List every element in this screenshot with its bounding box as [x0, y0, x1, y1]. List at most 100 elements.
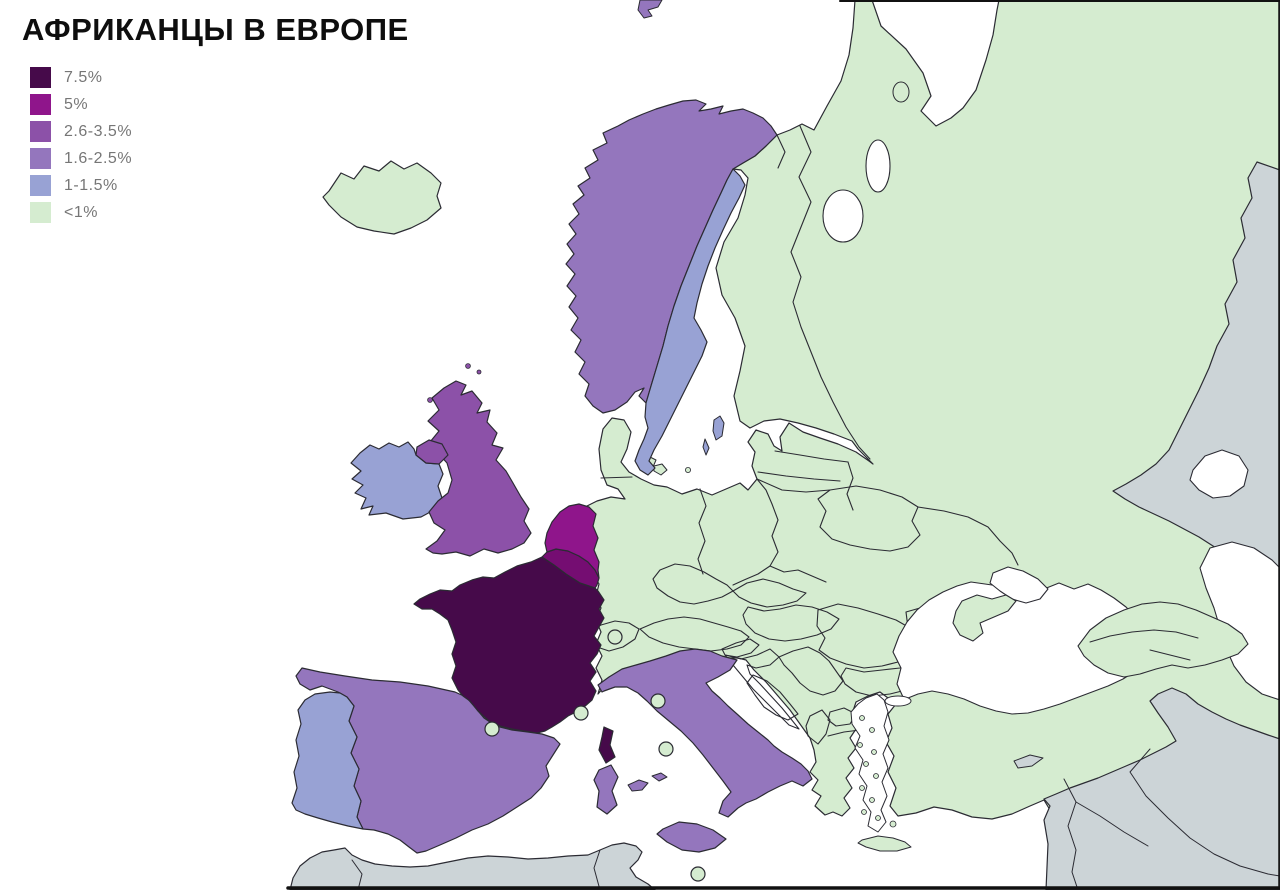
- border-jordan: [1075, 801, 1149, 847]
- island-sicily: [656, 821, 727, 853]
- country-netherlands: [544, 503, 600, 579]
- border-finland-russia: [790, 125, 871, 460]
- country-ireland: [350, 441, 444, 520]
- legend-label: 5%: [64, 95, 89, 113]
- legend-swatch-5: [30, 94, 51, 115]
- white-sea-island: [892, 81, 910, 103]
- aegean-islands: [857, 715, 897, 828]
- country-great-britain: [425, 380, 532, 557]
- page-title: АФРИКАНЦЫ В ЕВРОПЕ: [22, 12, 409, 47]
- border-greece-north: [827, 729, 861, 737]
- legend-swatch-7-5: [30, 67, 51, 88]
- legend-swatch-1-6-2-5: [30, 148, 51, 169]
- island-gotland: [712, 415, 725, 441]
- norway-arctic-island: [637, 0, 663, 19]
- border-algeria-tunisia: [593, 849, 601, 890]
- legend-label: <1%: [64, 203, 98, 221]
- country-iceland: [322, 160, 442, 235]
- aegean-sea: [850, 693, 890, 833]
- border-ukraine-russia: [917, 506, 1019, 566]
- legend-item: <1%: [30, 199, 132, 226]
- map-frame: [286, 0, 1280, 890]
- legend-item: 2.6-3.5%: [30, 118, 132, 145]
- microstates: [484, 629, 706, 882]
- microstate-san-marino: [650, 693, 666, 709]
- border-germany-poland: [697, 488, 707, 575]
- caucasus-borders: [1089, 629, 1199, 661]
- lake-onega: [865, 139, 891, 193]
- map-layers: [286, 0, 1280, 890]
- border-poland-east: [732, 478, 779, 586]
- island-mallorca: [627, 779, 649, 792]
- legend-swatch-2-6-3-5: [30, 121, 51, 142]
- border-lithuania-south: [756, 478, 831, 493]
- africa-borders: [351, 849, 601, 890]
- border-slovakia: [732, 578, 807, 608]
- border-iraq: [1129, 748, 1280, 877]
- island-corsica: [598, 726, 616, 764]
- legend-label: 1.6-2.5%: [64, 149, 133, 167]
- border-baltics-russia: [846, 461, 854, 511]
- legend-label: 7.5%: [64, 68, 103, 86]
- border-armenia-azerbaijan: [1149, 649, 1191, 661]
- country-italy: [597, 648, 813, 818]
- country-northern-ireland: [415, 439, 449, 465]
- border-denmark-germany: [600, 476, 633, 479]
- border-georgia: [1089, 629, 1199, 643]
- border-albania: [805, 709, 831, 745]
- border-morocco-algeria: [351, 859, 363, 890]
- border-czechia: [652, 563, 734, 605]
- border-norway-russia: [776, 134, 786, 169]
- island-menorca: [651, 772, 668, 782]
- legend-label: 2.6-3.5%: [64, 122, 133, 140]
- sea-of-azov: [989, 566, 1049, 604]
- border-estonia-latvia: [774, 450, 849, 463]
- sea-of-marmara: [884, 695, 912, 707]
- caspian-sea: [1199, 541, 1280, 701]
- lake-ladoga: [822, 189, 864, 243]
- island-oland: [702, 438, 710, 456]
- island-orkney: [465, 363, 471, 369]
- region-north-africa: [289, 842, 656, 890]
- legend-item: 1.6-2.5%: [30, 145, 132, 172]
- legend-swatch-1-1-5: [30, 175, 51, 196]
- border-macedonia: [827, 707, 857, 727]
- country-france: [413, 556, 605, 734]
- island-bornholm: [685, 466, 692, 473]
- middle-east-borders: [1063, 748, 1280, 890]
- island-hebrides: [427, 397, 433, 403]
- region-crete: [857, 835, 912, 852]
- border-croatia: [724, 648, 800, 730]
- microstate-vatican: [658, 741, 674, 757]
- country-sweden: [634, 168, 746, 476]
- internal-borders: [586, 125, 1019, 745]
- border-serbia: [778, 646, 844, 696]
- legend-item: 1-1.5%: [30, 172, 132, 199]
- microstate-malta: [690, 866, 706, 882]
- border-ukraine-west: [769, 565, 827, 583]
- legend-label: 1-1.5%: [64, 176, 118, 194]
- legend: 7.5% 5% 2.6-3.5% 1.6-2.5% 1-1.5% <1%: [30, 64, 132, 226]
- border-austria: [639, 616, 750, 652]
- island-shetland: [476, 369, 482, 375]
- island-sardinia: [593, 764, 619, 815]
- region-cyprus: [1013, 754, 1044, 769]
- border-latvia-lithuania: [757, 471, 841, 482]
- microstate-liechtenstein: [607, 629, 623, 645]
- legend-item: 7.5%: [30, 64, 132, 91]
- legend-item: 5%: [30, 91, 132, 118]
- region-caucasus: [1077, 601, 1249, 678]
- region-middle-east: [1043, 687, 1280, 890]
- country-portugal: [291, 691, 364, 830]
- border-bosnia: [746, 674, 799, 721]
- lakes: [822, 139, 891, 243]
- microstate-andorra: [484, 721, 500, 737]
- danish-island-zealand: [653, 463, 668, 476]
- border-belarus: [817, 485, 921, 552]
- border-syria: [1063, 778, 1079, 890]
- region-crimea: [952, 594, 1017, 642]
- border-hungary: [742, 604, 840, 642]
- microstate-monaco: [573, 705, 589, 721]
